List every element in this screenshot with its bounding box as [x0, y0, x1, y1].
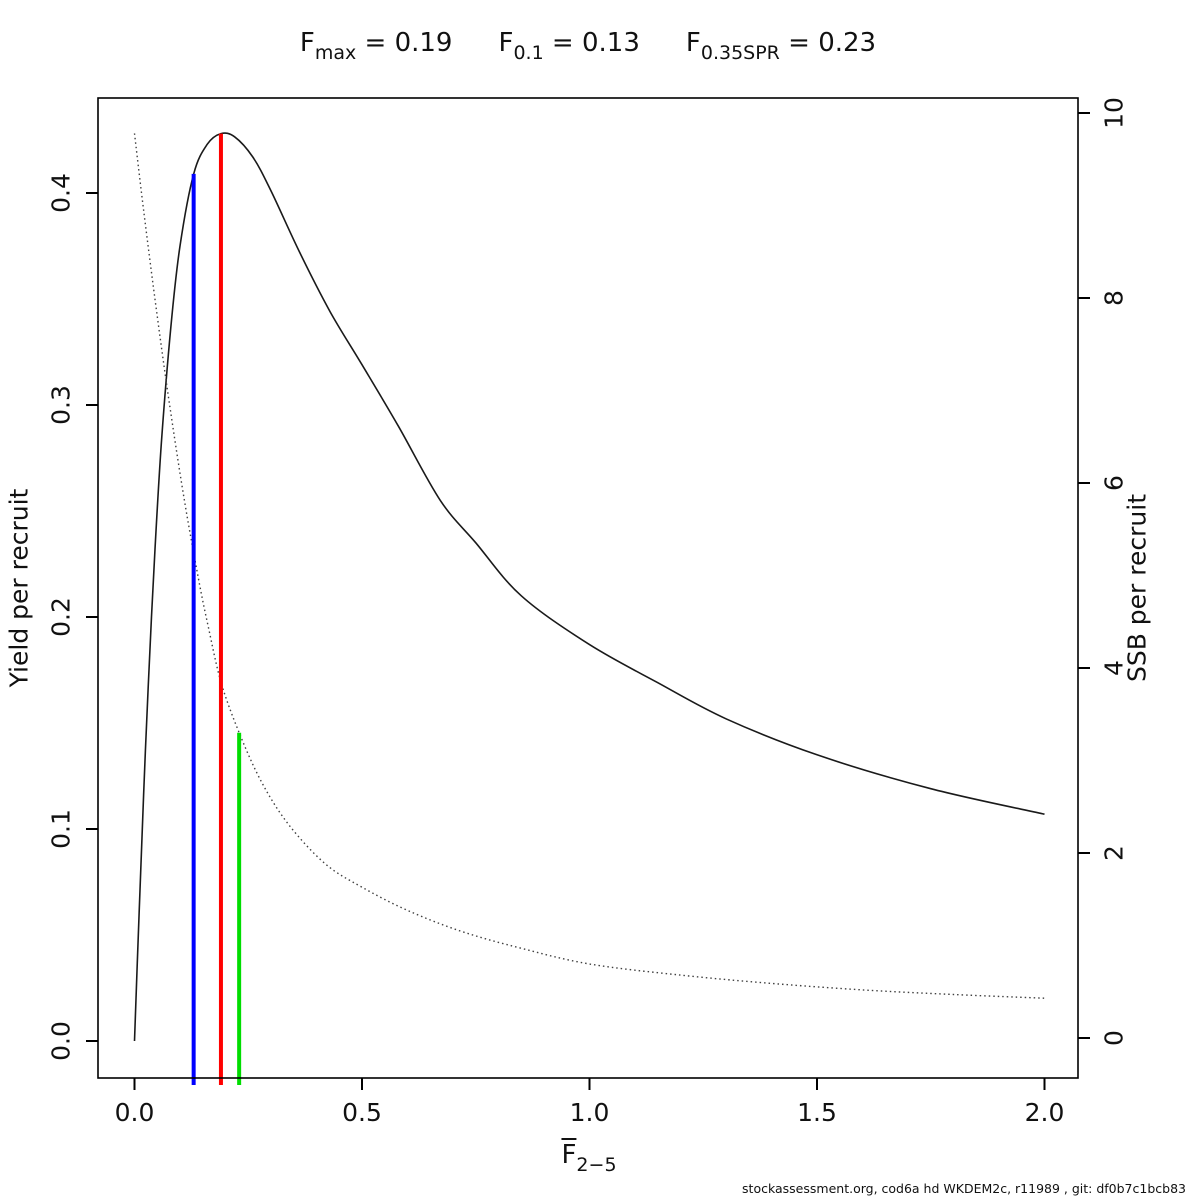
y-right-tick-label-10: 10 — [1099, 97, 1129, 129]
y-right-tick-label-6: 6 — [1099, 475, 1129, 491]
x-tick-label-1.0: 1.0 — [569, 1098, 610, 1127]
y-left-tick-label-0.0: 0.0 — [46, 1021, 76, 1061]
x-axis-title-base: F — [561, 1140, 577, 1170]
yield-per-recruit-curve — [133, 132, 1045, 1042]
title-f01-base: F — [498, 28, 514, 58]
x-axis-title-sub: 2−5 — [576, 1154, 617, 1177]
right-axis-title: SSB per recruit — [1122, 493, 1152, 683]
y-left-tick-label-0.2: 0.2 — [46, 597, 76, 637]
x-tick-label-0.5: 0.5 — [342, 1098, 382, 1127]
x-axis-title: F2−5 — [561, 1140, 617, 1177]
y-right-tick-label-2: 2 — [1099, 845, 1129, 861]
plot-frame — [97, 97, 1079, 1079]
x-tick-label-0.0: 0.0 — [114, 1098, 155, 1127]
y-left-tick-label-0.4: 0.4 — [46, 173, 76, 213]
y-right-tick-label-0: 0 — [1099, 1030, 1129, 1046]
title-fmax-value: = 0.19 — [356, 28, 453, 58]
title-fmax: Fmax = 0.19 — [299, 28, 453, 65]
x-tick-label-1.5: 1.5 — [797, 1098, 837, 1127]
title-f01: F0.1 = 0.13 — [498, 28, 640, 65]
title-fmax-base: F — [299, 28, 315, 58]
y-left-tick-label-0.3: 0.3 — [46, 385, 76, 425]
title-f035spr-sub: 0.35SPR — [700, 42, 780, 65]
y-right-tick-label-4: 4 — [1099, 660, 1129, 676]
y-left-tick-label-0.1: 0.1 — [46, 809, 76, 849]
left-axis-title: Yield per recruit — [4, 488, 34, 688]
title-f035spr-base: F — [685, 28, 701, 58]
footer-provenance-text: stockassessment.org, cod6a hd WKDEM2c, r… — [742, 1181, 1186, 1196]
title-fmax-sub: max — [314, 42, 357, 65]
title-f01-value: = 0.13 — [543, 28, 640, 58]
ssb-per-recruit-curve — [133, 133, 1045, 999]
plot-title: Fmax = 0.19 F0.1 = 0.13 F0.35SPR = 0.23 — [98, 28, 1078, 65]
y-right-tick-label-8: 8 — [1099, 290, 1129, 306]
title-f035spr-value: = 0.23 — [779, 28, 877, 58]
x-tick-label-2.0: 2.0 — [1024, 1098, 1065, 1127]
title-f01-sub: 0.1 — [513, 42, 544, 65]
title-f035spr: F0.35SPR = 0.23 — [685, 28, 877, 65]
